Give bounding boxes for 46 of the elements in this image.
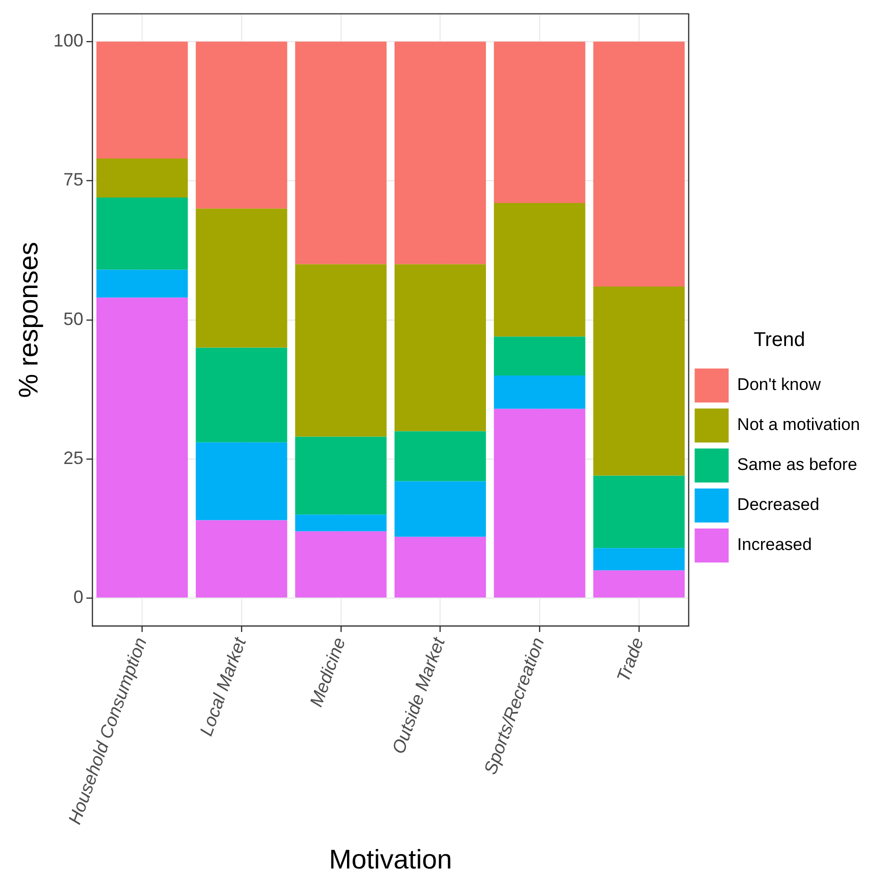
legend-label: Decreased <box>737 495 820 514</box>
bar <box>96 42 188 158</box>
bar <box>494 376 586 409</box>
x-tick-label: Trade <box>613 634 648 685</box>
bar <box>593 570 685 598</box>
bar <box>295 436 387 515</box>
legend-title: Trend <box>754 329 806 352</box>
bar <box>295 514 387 532</box>
y-axis-title: % responses <box>14 242 44 398</box>
bar <box>295 264 387 437</box>
legend-label: Same as before <box>737 455 858 474</box>
bar <box>196 208 288 348</box>
bar <box>394 536 486 598</box>
bar <box>593 286 685 476</box>
bar <box>494 336 586 376</box>
x-tick-label: Outside Market <box>388 634 450 756</box>
bar <box>494 408 586 598</box>
bar <box>96 270 188 298</box>
bar <box>394 42 486 264</box>
bar <box>295 531 387 598</box>
y-tick-label: 25 <box>63 448 84 468</box>
bar <box>494 203 586 337</box>
legend-label: Increased <box>737 535 812 554</box>
bar <box>494 42 586 204</box>
bar <box>196 348 288 442</box>
x-axis-title: Motivation <box>329 844 452 874</box>
bar <box>96 298 188 598</box>
bar <box>394 264 486 432</box>
bar <box>196 520 288 598</box>
y-tick-label: 50 <box>63 308 84 329</box>
bar <box>196 442 288 520</box>
legend-label: Don't know <box>737 375 822 394</box>
x-tick-label: Local Market <box>196 634 250 739</box>
y-tick-label: 75 <box>63 170 84 190</box>
y-tick-label: 0 <box>73 587 84 608</box>
bar <box>295 42 387 264</box>
bar <box>394 481 486 537</box>
bar <box>196 42 288 209</box>
legend-label: Not a motivation <box>737 415 860 434</box>
y-tick-label: 100 <box>53 30 84 51</box>
bar <box>593 548 685 570</box>
bar <box>96 197 188 270</box>
bar <box>593 42 685 286</box>
bar <box>96 158 188 198</box>
bar <box>593 476 685 548</box>
bar <box>394 431 486 482</box>
